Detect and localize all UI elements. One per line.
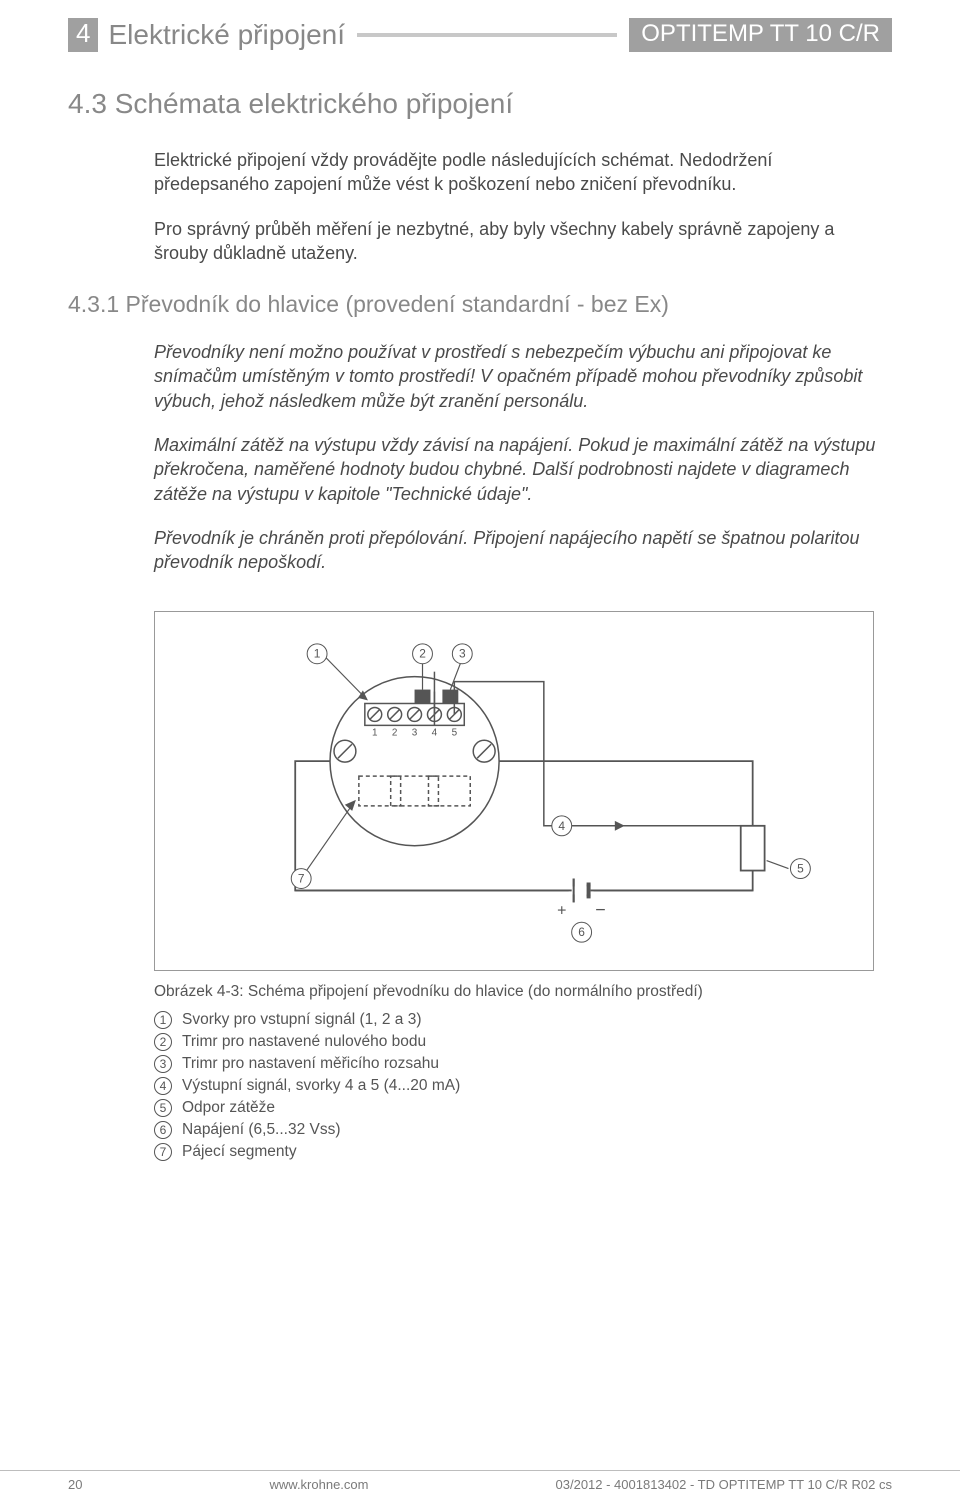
legend-text: Trimr pro nastavení měřicího rozsahu [182,1055,439,1073]
callout-2: 2 [419,646,426,660]
page-number: 20 [68,1477,82,1492]
legend-number: 3 [154,1055,172,1073]
legend-text: Napájení (6,5...32 Vss) [182,1121,341,1139]
legend-item: 5 Odpor zátěže [154,1099,888,1117]
subsection-body: Převodníky není možno používat v prostře… [154,340,888,1160]
legend-item: 1 Svorky pro vstupní signál (1, 2 a 3) [154,1011,888,1029]
legend-number: 5 [154,1099,172,1117]
chapter-title: Elektrické připojení [108,19,345,51]
subsection-title: 4.3.1 Převodník do hlavice (provedení st… [68,291,892,318]
warning-paragraph-3: Převodník je chráněn proti přepólování. … [154,526,888,575]
legend-number: 1 [154,1011,172,1029]
callout-7: 7 [298,871,305,885]
chapter-number-box: 4 [68,18,98,51]
terminal-1-label: 1 [372,727,378,738]
callout-3: 3 [459,646,466,660]
figure-wiring-diagram: 1 2 3 4 5 1 2 [154,611,874,971]
legend-item: 6 Napájení (6,5...32 Vss) [154,1121,888,1139]
header-rule [357,33,617,37]
warning-paragraph-2: Maximální zátěž na výstupu vždy závisí n… [154,433,888,506]
section-body: Elektrické připojení vždy provádějte pod… [154,148,888,265]
footer-url: www.krohne.com [270,1477,369,1492]
terminal-3-label: 3 [412,727,418,738]
legend-text: Svorky pro vstupní signál (1, 2 a 3) [182,1011,422,1029]
page-header: 4 Elektrické připojení OPTITEMP TT 10 C/… [68,0,892,52]
legend-text: Odpor zátěže [182,1099,275,1117]
legend-item: 7 Pájecí segmenty [154,1143,888,1161]
legend-item: 4 Výstupní signál, svorky 4 a 5 (4...20 m… [154,1077,888,1095]
legend-number: 2 [154,1033,172,1051]
product-name: OPTITEMP TT 10 C/R [629,18,892,52]
intro-paragraph-1: Elektrické připojení vždy provádějte pod… [154,148,888,197]
terminal-4-label: 4 [432,727,438,738]
legend-text: Trimr pro nastavené nulového bodu [182,1033,426,1051]
figure-caption: Obrázek 4-3: Schéma připojení převodníku… [154,983,888,1001]
terminal-5-label: 5 [452,727,458,738]
legend-item: 2 Trimr pro nastavené nulového bodu [154,1033,888,1051]
battery-minus: − [595,899,605,919]
figure-legend: 1 Svorky pro vstupní signál (1, 2 a 3) 2T… [154,1011,888,1161]
footer-docref: 03/2012 - 4001813402 - TD OPTITEMP TT 10… [556,1477,892,1492]
legend-item: 3 Trimr pro nastavení měřicího rozsahu [154,1055,888,1073]
legend-number: 6 [154,1121,172,1139]
callout-6: 6 [578,925,585,939]
callout-1: 1 [314,646,321,660]
callout-5: 5 [797,861,804,875]
legend-number: 4 [154,1077,172,1095]
warning-paragraph-1: Převodníky není možno používat v prostře… [154,340,888,413]
battery-plus: + [557,902,566,919]
section-title: 4.3 Schémata elektrického připojení [68,88,892,120]
intro-paragraph-2: Pro správný průběh měření je nezbytné, a… [154,217,888,266]
terminal-2-label: 2 [392,727,398,738]
wiring-svg: 1 2 3 4 5 1 2 [155,612,873,970]
page-footer: 20 www.krohne.com 03/2012 - 4001813402 -… [0,1470,960,1492]
legend-number: 7 [154,1143,172,1161]
callout-4: 4 [558,818,565,832]
legend-text: Pájecí segmenty [182,1143,297,1161]
legend-text: Výstupní signál, svorky 4 a 5 (4...20 mA… [182,1077,460,1095]
